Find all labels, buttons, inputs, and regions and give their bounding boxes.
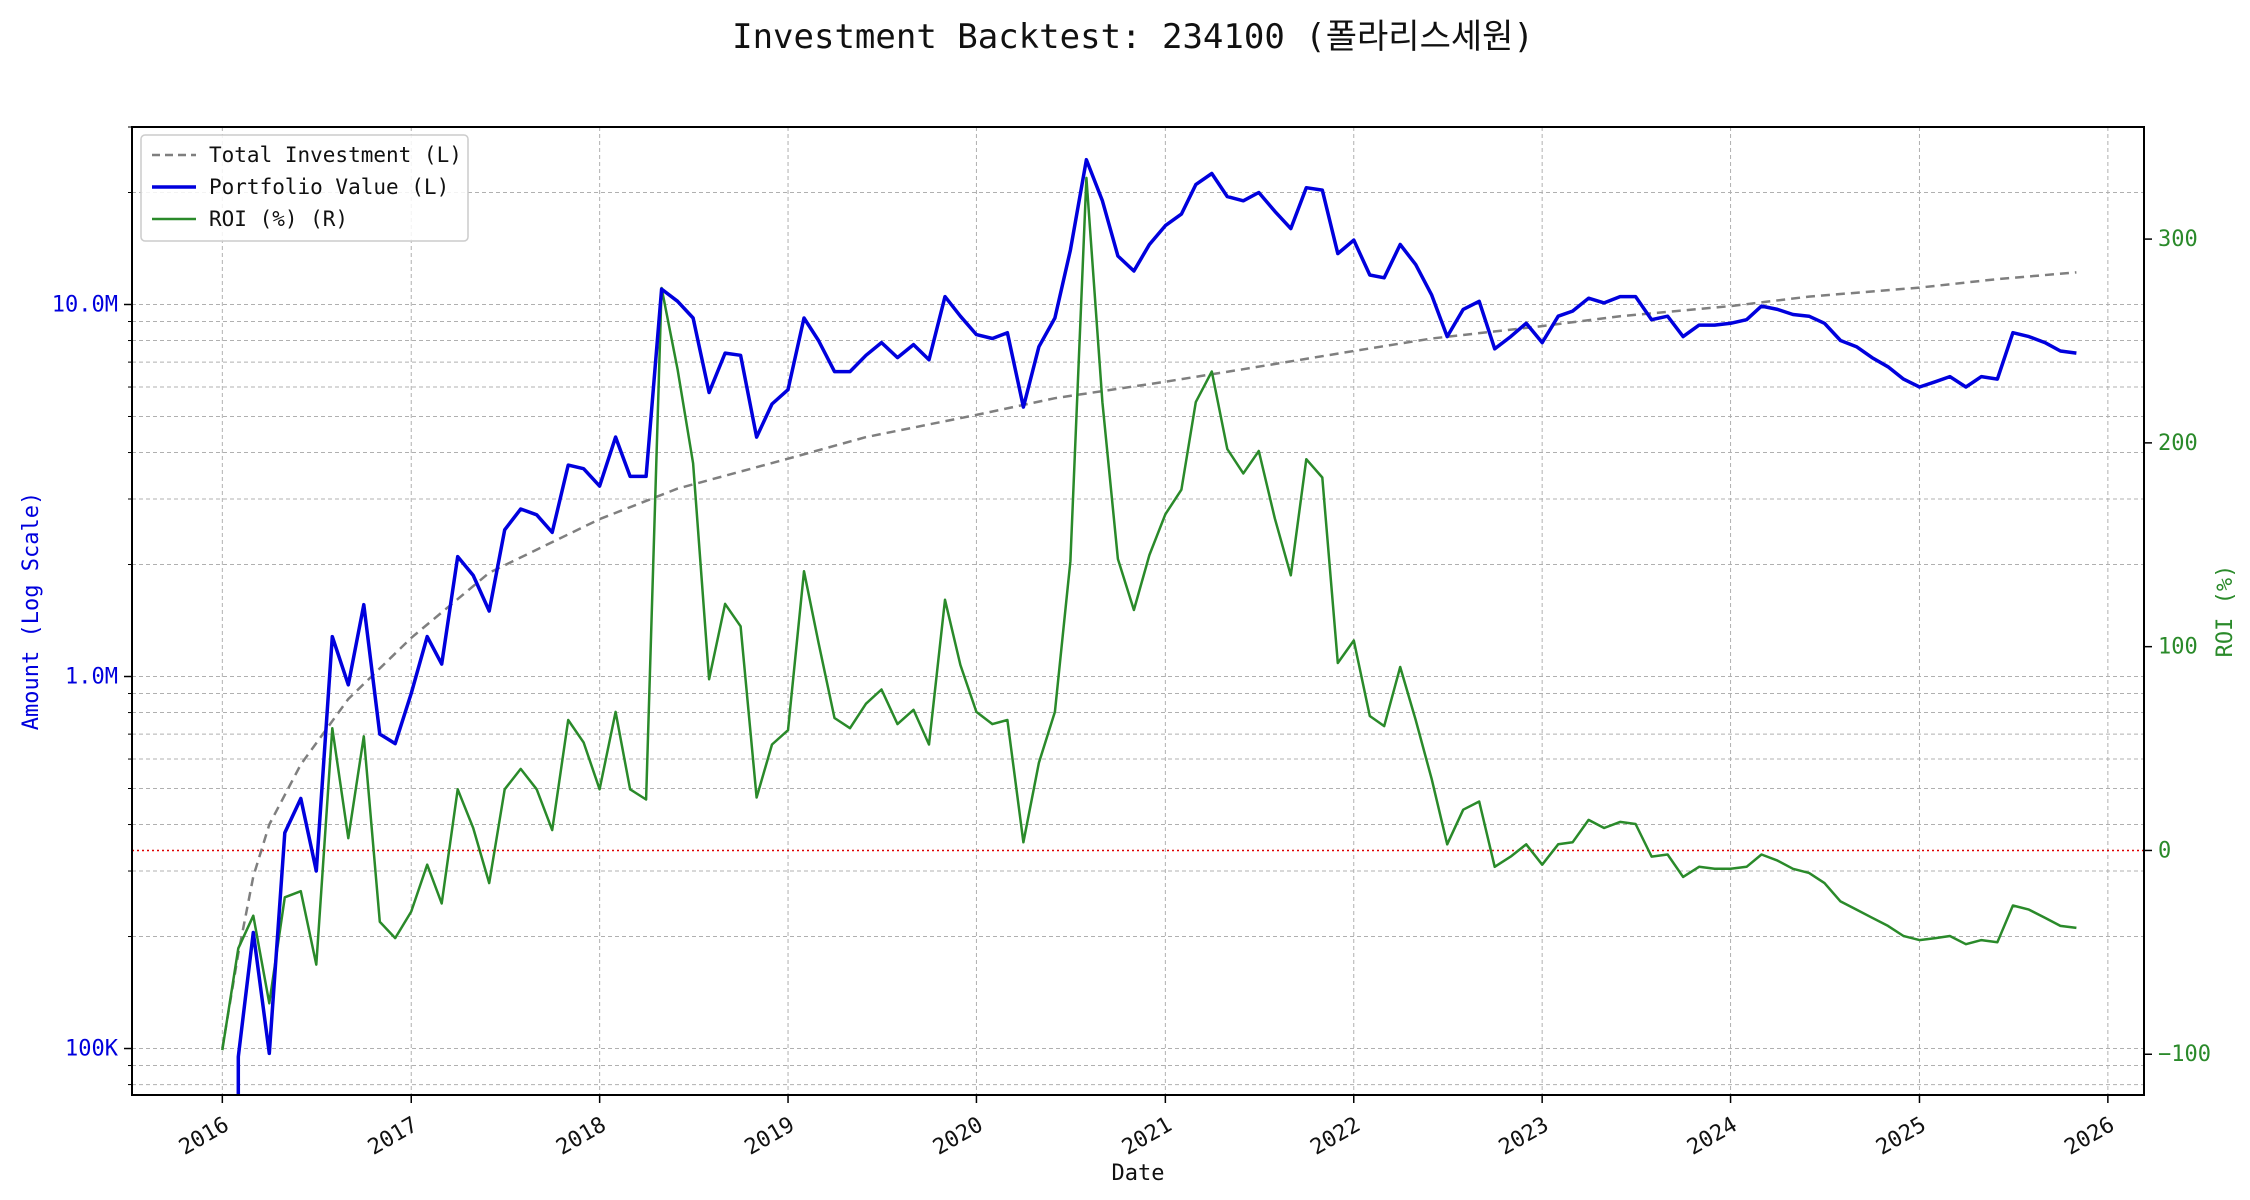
grid-lines: [132, 126, 2144, 1095]
right-axis-ticks: −100 0 100 200 300: [2144, 227, 2211, 1067]
x-tick-label: 2024: [1683, 1112, 1741, 1160]
x-tick-label: 2019: [741, 1112, 799, 1160]
x-tick-label: 2025: [1872, 1112, 1930, 1160]
right-tick-label: 200: [2158, 431, 2198, 456]
left-axis-ticks: 100K 1.0M 10.0M: [52, 126, 132, 1086]
legend-label-roi: ROI (%) (R): [209, 207, 348, 231]
x-axis-label: Date: [1112, 1161, 1165, 1186]
left-tick-label: 10.0M: [52, 292, 118, 317]
series-group: [221, 157, 2077, 1095]
right-tick-label: −100: [2158, 1042, 2211, 1067]
legend: Total Investment (L) Portfolio Value (L)…: [140, 134, 469, 242]
legend-box: [140, 134, 469, 242]
right-tick-label: 300: [2158, 227, 2198, 252]
x-tick-label: 2022: [1306, 1112, 1364, 1160]
legend-label-total-investment: Total Investment (L): [209, 143, 462, 167]
x-tick-label: 2023: [1495, 1112, 1553, 1160]
left-tick-label: 100K: [65, 1037, 119, 1062]
x-tick-label: 2026: [2060, 1112, 2118, 1160]
x-tick-label: 2020: [929, 1112, 987, 1160]
legend-label-portfolio-value: Portfolio Value (L): [209, 175, 449, 199]
series-line-roi-r: [221, 176, 2077, 1051]
right-axis-label: ROI (%): [2213, 565, 2238, 658]
plot-frame: [131, 126, 2145, 1096]
chart-title: Investment Backtest: 234100 (폴라리스세원): [732, 17, 1534, 57]
x-axis-ticks: 2016 2017 2018 2019 2020 2021 2022 2023 2024 2025…: [175, 1095, 2119, 1161]
x-tick-label: 2021: [1118, 1112, 1176, 1160]
x-tick-label: 2017: [364, 1112, 422, 1160]
series-line-portfolio-value-l: [236, 157, 2077, 1095]
left-axis-label: Amount (Log Scale): [19, 492, 44, 730]
right-tick-label: 100: [2158, 635, 2198, 660]
left-tick-label: 1.0M: [65, 665, 118, 690]
x-tick-label: 2016: [175, 1112, 233, 1160]
series-line-total-investment-l: [221, 271, 2077, 1049]
x-tick-label: 2018: [552, 1112, 610, 1160]
right-tick-label: 0: [2158, 838, 2171, 863]
